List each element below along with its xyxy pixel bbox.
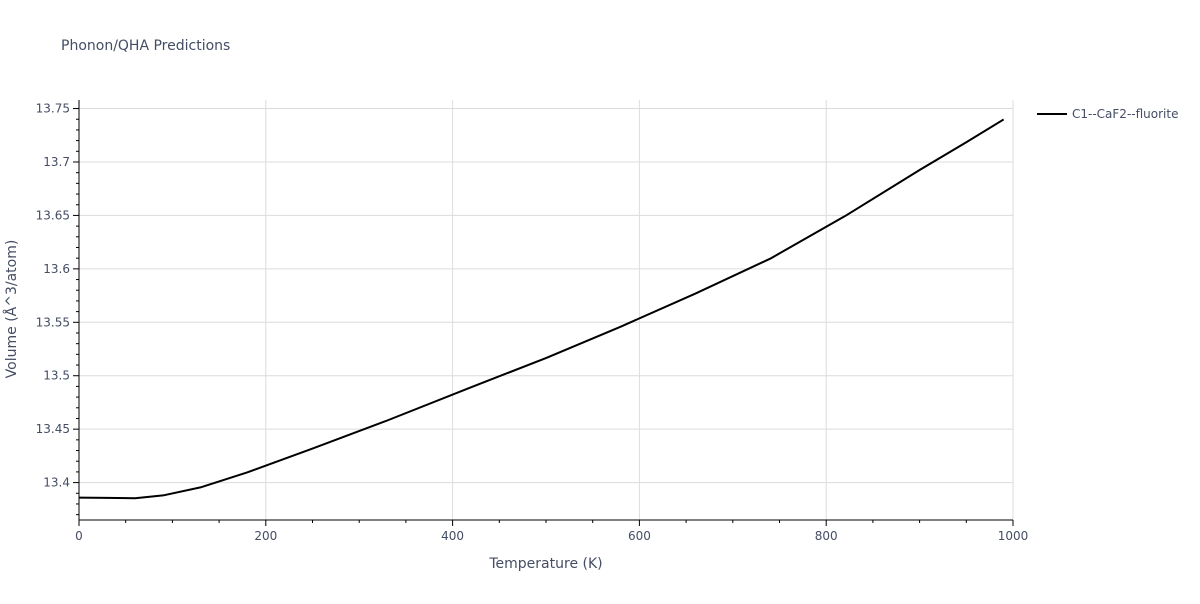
grid-layer: [79, 100, 1014, 520]
x-tick-label: 600: [628, 529, 651, 543]
series-layer: [78, 118, 1005, 500]
y-tick-label: 13.75: [36, 102, 70, 116]
x-tick-label: 1000: [998, 529, 1029, 543]
legend-label: C1--CaF2--fluorite: [1072, 107, 1178, 121]
y-tick-label: 13.4: [43, 476, 70, 490]
y-tick-label: 13.55: [36, 315, 70, 329]
x-tick-label: 0: [75, 529, 83, 543]
axis-layer: 0 200 400 600 800 1000 13.4 13.45 13.5 13.55 13.6 1…: [36, 100, 1029, 543]
chart-title: Phonon/QHA Predictions: [61, 38, 230, 54]
y-tick-label: 13.7: [43, 155, 70, 169]
y-tick-label: 13.6: [43, 262, 70, 276]
legend-item[interactable]: C1--CaF2--fluorite: [1037, 107, 1178, 121]
series-line: [78, 118, 1005, 500]
y-tick-label: 13.5: [43, 369, 70, 383]
x-tick-label: 400: [441, 529, 464, 543]
x-tick-label: 800: [815, 529, 838, 543]
x-axis-label: Temperature (K): [488, 556, 602, 572]
y-axis-label: Volume (Å^3/atom): [3, 240, 20, 379]
y-tick-label: 13.65: [36, 208, 70, 222]
legend[interactable]: C1--CaF2--fluorite: [1037, 107, 1178, 121]
x-tick-label: 200: [254, 529, 277, 543]
y-tick-label: 13.45: [36, 422, 70, 436]
